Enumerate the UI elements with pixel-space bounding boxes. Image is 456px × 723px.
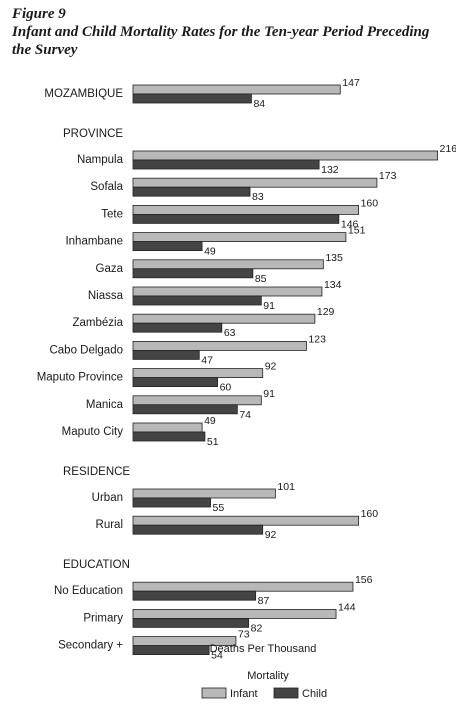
value-label-child-mozambique: 84 bbox=[253, 98, 265, 110]
bar-child-maputo-city bbox=[133, 432, 205, 441]
bar-child-no-education bbox=[133, 591, 256, 600]
bar-infant-no-education bbox=[133, 582, 353, 591]
value-label-infant-manica: 91 bbox=[263, 388, 275, 400]
legend-label-infant: Infant bbox=[230, 688, 258, 700]
category-label-urban: Urban bbox=[92, 492, 123, 504]
bar-infant-tete bbox=[133, 205, 359, 214]
category-label-mozambique: MOZAMBIQUE bbox=[44, 88, 123, 100]
category-label-tete: Tete bbox=[101, 208, 123, 220]
category-label-maputo-province: Maputo Province bbox=[37, 372, 123, 384]
bar-child-rural bbox=[133, 525, 263, 534]
bar-child-nampula bbox=[133, 160, 319, 169]
value-label-infant-inhambane: 151 bbox=[348, 225, 366, 237]
bar-infant-inhambane bbox=[133, 233, 346, 242]
value-label-child-inhambane: 49 bbox=[204, 246, 216, 258]
bar-infant-urban bbox=[133, 489, 275, 498]
category-label-niassa: Niassa bbox=[88, 290, 124, 302]
bar-child-mozambique bbox=[133, 94, 251, 103]
bar-infant-cabo-delgado bbox=[133, 341, 306, 350]
value-label-infant-primary: 144 bbox=[338, 601, 356, 613]
bar-child-cabo-delgado bbox=[133, 350, 199, 359]
bar-child-manica bbox=[133, 405, 237, 414]
bar-infant-maputo-city bbox=[133, 423, 202, 432]
bar-child-sofala bbox=[133, 187, 250, 196]
bar-child-tete bbox=[133, 214, 339, 223]
value-label-infant-mozambique: 147 bbox=[342, 77, 360, 89]
category-label-maputo-city: Maputo City bbox=[62, 426, 124, 438]
value-label-infant-gaza: 135 bbox=[325, 252, 343, 264]
bar-child-zambezia bbox=[133, 323, 222, 332]
bar-child-maputo-province bbox=[133, 378, 218, 387]
value-label-infant-maputo-city: 49 bbox=[204, 415, 216, 427]
value-label-infant-sofala: 173 bbox=[379, 170, 397, 182]
bar-infant-nampula bbox=[133, 151, 438, 160]
value-label-infant-nampula: 216 bbox=[440, 143, 456, 155]
legend-title: Mortality bbox=[247, 670, 289, 682]
bar-child-urban bbox=[133, 498, 211, 507]
category-label-no-education: No Education bbox=[54, 585, 123, 597]
bar-child-gaza bbox=[133, 269, 253, 278]
value-label-infant-urban: 101 bbox=[277, 481, 295, 493]
value-label-infant-tete: 160 bbox=[361, 197, 379, 209]
value-label-infant-secondary: 73 bbox=[238, 629, 250, 641]
bar-infant-primary bbox=[133, 609, 336, 618]
value-label-child-zambezia: 63 bbox=[224, 327, 236, 339]
bar-infant-rural bbox=[133, 516, 359, 525]
value-label-child-urban: 55 bbox=[213, 502, 225, 514]
bar-child-niassa bbox=[133, 296, 261, 305]
bar-infant-niassa bbox=[133, 287, 322, 296]
bar-child-secondary bbox=[133, 646, 209, 655]
bar-child-inhambane bbox=[133, 242, 202, 251]
value-label-child-primary: 82 bbox=[251, 622, 263, 634]
value-label-child-manica: 74 bbox=[239, 409, 251, 421]
value-label-infant-rural: 160 bbox=[361, 508, 379, 520]
bar-infant-sofala bbox=[133, 178, 377, 187]
bar-infant-mozambique bbox=[133, 85, 340, 94]
legend-label-child: Child bbox=[302, 688, 327, 700]
category-label-primary: Primary bbox=[83, 612, 123, 624]
value-label-child-niassa: 91 bbox=[263, 300, 275, 312]
bar-infant-manica bbox=[133, 396, 261, 405]
category-label-inhambane: Inhambane bbox=[65, 236, 123, 248]
section-label-residence: RESIDENCE bbox=[63, 466, 130, 478]
section-label-education: EDUCATION bbox=[63, 559, 130, 571]
category-label-cabo-delgado: Cabo Delgado bbox=[49, 344, 123, 356]
x-axis-title: Deaths Per Thousand bbox=[210, 643, 317, 655]
value-label-child-rural: 92 bbox=[265, 529, 277, 541]
value-label-infant-no-education: 156 bbox=[355, 574, 373, 586]
value-label-child-maputo-city: 51 bbox=[207, 436, 219, 448]
category-label-nampula: Nampula bbox=[77, 154, 124, 166]
category-label-gaza: Gaza bbox=[96, 263, 124, 275]
category-label-sofala: Sofala bbox=[90, 181, 123, 193]
value-label-infant-maputo-province: 92 bbox=[265, 361, 277, 373]
category-label-rural: Rural bbox=[96, 519, 123, 531]
section-label-province: PROVINCE bbox=[63, 128, 123, 140]
bar-infant-zambezia bbox=[133, 314, 315, 323]
value-label-infant-zambezia: 129 bbox=[317, 306, 335, 318]
legend-swatch-infant bbox=[202, 688, 226, 698]
bar-infant-gaza bbox=[133, 260, 323, 269]
bar-child-primary bbox=[133, 618, 249, 627]
category-label-secondary: Secondary + bbox=[58, 640, 123, 652]
value-label-infant-cabo-delgado: 123 bbox=[308, 333, 326, 345]
value-label-child-no-education: 87 bbox=[258, 595, 270, 607]
category-label-zambezia: Zambézia bbox=[73, 317, 124, 329]
bar-infant-maputo-province bbox=[133, 369, 263, 378]
value-label-infant-niassa: 134 bbox=[324, 279, 342, 291]
value-label-child-nampula: 132 bbox=[321, 164, 339, 176]
value-label-child-cabo-delgado: 47 bbox=[201, 354, 213, 366]
legend-swatch-child bbox=[274, 688, 298, 698]
value-label-child-maputo-province: 60 bbox=[220, 382, 232, 394]
value-label-child-gaza: 85 bbox=[255, 273, 267, 285]
category-label-manica: Manica bbox=[86, 399, 124, 411]
value-label-child-sofala: 83 bbox=[252, 191, 264, 203]
